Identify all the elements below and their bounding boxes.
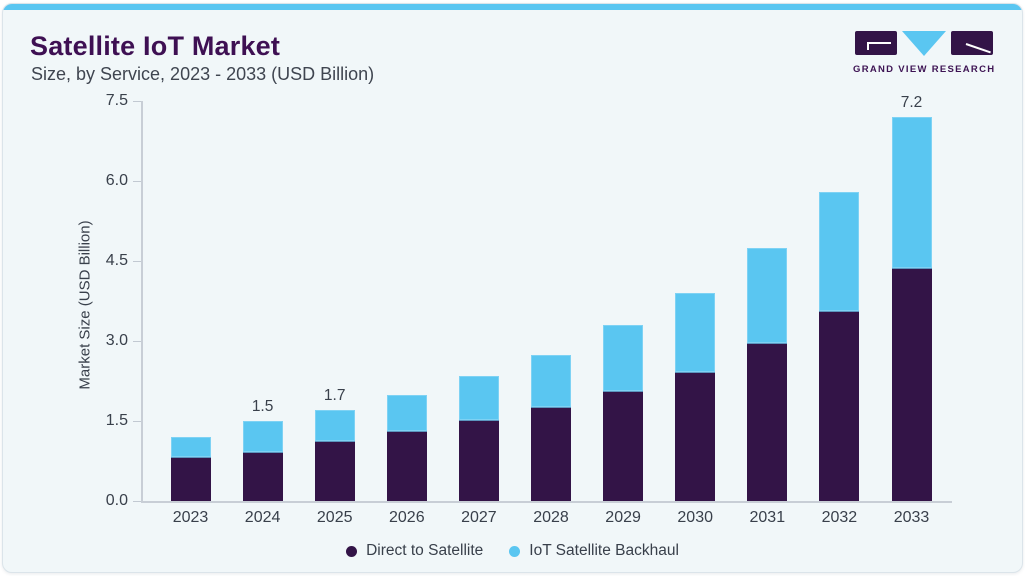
legend-item-direct-to-satellite: Direct to Satellite: [346, 542, 483, 560]
y-tick-mark: [133, 340, 141, 342]
y-tick-label: 4.5: [105, 252, 128, 269]
bar-2031-iot-satellite-backhaul: [747, 248, 788, 344]
y-tick-label: 3.0: [105, 332, 128, 349]
bar-2023-direct-to-satellite: [170, 458, 211, 501]
bar-2025-direct-to-satellite: [314, 442, 355, 501]
legend-label-iot-satellite-backhaul: IoT Satellite Backhaul: [529, 542, 679, 559]
card-top-accent-strip: [3, 4, 1022, 10]
bar-2027-iot-satellite-backhaul: [458, 376, 499, 421]
y-tick-mark: [133, 100, 141, 102]
y-tick-mark: [133, 500, 141, 502]
bar-2026-iot-satellite-backhaul: [386, 395, 427, 432]
y-tick-mark: [133, 180, 141, 182]
bar-2032-direct-to-satellite: [819, 312, 860, 501]
page-subtitle: Size, by Service, 2023 - 2033 (USD Billi…: [31, 64, 375, 84]
bar-2030-direct-to-satellite: [675, 373, 716, 501]
x-axis-label-2033: 2033: [893, 509, 930, 526]
bar-2031-direct-to-satellite: [747, 344, 788, 501]
grand-view-research-logo: GRAND VIEW RESEARCH: [853, 31, 995, 75]
legend-swatch-iot-satellite-backhaul: [509, 545, 521, 557]
x-axis-label-2031: 2031: [749, 509, 786, 526]
bar-2033-iot-satellite-backhaul: [891, 117, 932, 269]
legend-label-direct-to-satellite: Direct to Satellite: [366, 542, 484, 559]
bar-2024-direct-to-satellite: [242, 453, 283, 501]
legend-swatch-direct-to-satellite: [346, 545, 358, 557]
gvr-logo-mark: [853, 31, 995, 57]
bar-2025-iot-satellite-backhaul: [314, 410, 355, 442]
bar-2024-iot-satellite-backhaul: [242, 421, 283, 453]
bar-2028-direct-to-satellite: [531, 408, 571, 501]
bar-total-label-2024: 1.5: [251, 398, 274, 415]
y-tick-mark: [133, 260, 141, 262]
bar-2029-iot-satellite-backhaul: [603, 325, 644, 392]
bar-2032-iot-satellite-backhaul: [819, 192, 860, 312]
logo-g-icon: [855, 31, 897, 55]
y-tick-label: 7.5: [105, 92, 128, 109]
x-axis-label-2029: 2029: [605, 509, 641, 526]
page-title: Satellite IoT Market: [30, 31, 281, 61]
bar-2026-direct-to-satellite: [386, 432, 427, 501]
x-axis-label-2026: 2026: [389, 509, 425, 526]
chart-legend: Direct to Satellite IoT Satellite Backha…: [3, 542, 1022, 560]
bar-2027-direct-to-satellite: [458, 421, 499, 501]
x-axis-label-2027: 2027: [461, 509, 497, 526]
bar-2028-iot-satellite-backhaul: [531, 355, 571, 408]
x-axis-label-2032: 2032: [821, 509, 858, 526]
y-tick-mark: [133, 420, 141, 422]
bar-2030-iot-satellite-backhaul: [675, 293, 716, 373]
y-tick-label: 0.0: [105, 492, 128, 509]
y-tick-label: 6.0: [105, 172, 128, 189]
y-tick-label: 1.5: [105, 412, 128, 429]
x-axis-label-2023: 2023: [172, 509, 209, 526]
x-axis-label-2024: 2024: [244, 509, 281, 526]
bar-2033-direct-to-satellite: [891, 269, 932, 501]
logo-r-icon: [951, 31, 993, 55]
bar-2023-iot-satellite-backhaul: [170, 437, 211, 458]
bar-2029-direct-to-satellite: [603, 392, 644, 501]
x-axis-label-2028: 2028: [533, 509, 569, 526]
y-axis-line: [141, 101, 143, 501]
x-axis-label-2025: 2025: [316, 509, 353, 526]
x-axis-label-2030: 2030: [677, 509, 713, 526]
legend-item-iot-satellite-backhaul: IoT Satellite Backhaul: [509, 542, 679, 560]
x-axis-line: [141, 501, 952, 503]
bar-total-label-2033: 7.2: [900, 94, 923, 111]
logo-wordmark: GRAND VIEW RESEARCH: [853, 64, 996, 75]
bar-total-label-2025: 1.7: [323, 387, 346, 404]
